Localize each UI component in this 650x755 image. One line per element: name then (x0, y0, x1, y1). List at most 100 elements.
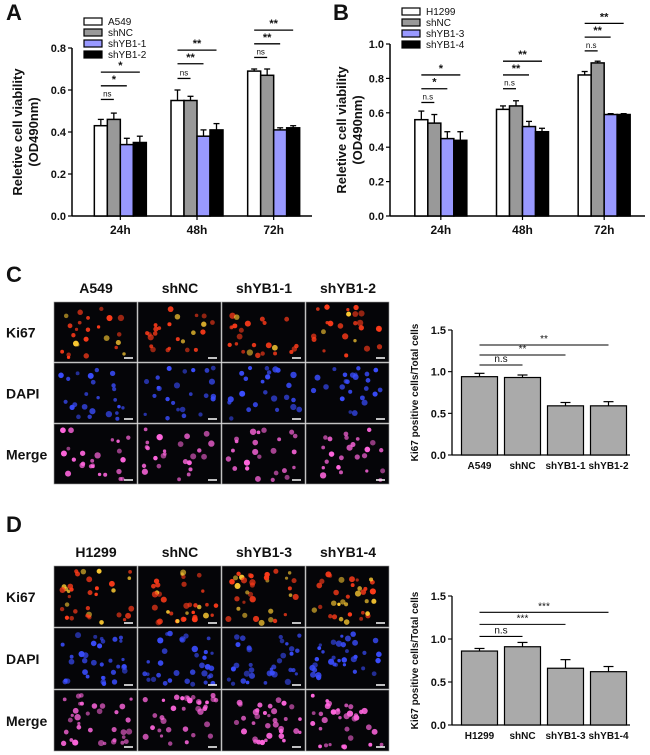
cell-nucleus (165, 727, 172, 733)
row-label: Merge (6, 713, 47, 729)
cell-nucleus (234, 596, 240, 602)
cell-nucleus (375, 657, 381, 664)
cell-nucleus (283, 612, 287, 617)
cell-nucleus (156, 672, 161, 678)
cell-nucleus (350, 631, 356, 637)
cell-nucleus (365, 724, 372, 731)
y-axis-label: (OD490nm) (26, 97, 41, 166)
cell-nucleus (345, 649, 349, 653)
cell-nucleus (361, 610, 365, 615)
legend-label: shYB1-1 (108, 39, 147, 50)
cell-nucleus (85, 327, 91, 332)
cell-nucleus (87, 414, 92, 420)
cell-nucleus (123, 739, 129, 745)
cell-nucleus (363, 586, 368, 591)
cell-nucleus (254, 713, 261, 720)
cell-nucleus (196, 572, 202, 578)
cell-nucleus (315, 672, 322, 679)
cell-nucleus (318, 726, 323, 731)
cell-nucleus (121, 664, 128, 671)
cell-nucleus (284, 316, 290, 322)
cell-nucleus (362, 650, 367, 655)
cell-nucleus (68, 427, 74, 434)
cell-nucleus (112, 738, 117, 743)
cell-nucleus (105, 410, 113, 418)
cell-nucleus (310, 387, 317, 394)
significance-label: ** (519, 344, 527, 355)
cell-nucleus (194, 313, 199, 318)
y-tick-label: 1.5 (431, 325, 446, 337)
cell-nucleus (66, 376, 71, 381)
column-header: shYB1-1 (236, 280, 292, 296)
cell-nucleus (86, 316, 90, 320)
legend-swatch (83, 50, 103, 59)
micrograph-tile (221, 565, 306, 628)
cell-nucleus (186, 460, 192, 466)
cell-nucleus (157, 728, 162, 733)
cell-nucleus (142, 733, 149, 740)
bar-shyb1-2 (209, 129, 224, 217)
cell-nucleus (251, 342, 257, 348)
cell-nucleus (128, 570, 132, 574)
x-tick-label: shYB1-4 (588, 731, 628, 742)
cell-nucleus (365, 611, 370, 616)
cell-nucleus (330, 600, 337, 606)
bar-a549 (170, 99, 185, 217)
bar-h1299 (460, 650, 499, 726)
cell-nucleus (292, 593, 299, 600)
cell-nucleus (268, 616, 274, 623)
cell-nucleus (117, 404, 121, 409)
bar-a549 (460, 376, 499, 456)
cell-nucleus (183, 695, 190, 702)
significance-label: n.s (494, 354, 507, 365)
cell-nucleus (210, 692, 216, 698)
panel-label-b: B (333, 0, 349, 25)
cell-nucleus (339, 396, 345, 402)
cell-nucleus (153, 326, 159, 332)
cell-nucleus (167, 322, 172, 327)
cell-nucleus (173, 382, 181, 389)
cell-nucleus (324, 459, 329, 464)
cell-nucleus (289, 429, 295, 435)
cell-nucleus (111, 383, 116, 388)
cell-nucleus (248, 573, 254, 579)
cell-nucleus (157, 637, 164, 644)
cell-nucleus (337, 323, 344, 329)
cell-nucleus (358, 310, 365, 317)
cell-nucleus (156, 385, 162, 392)
cell-nucleus (348, 704, 354, 710)
cell-nucleus (84, 392, 89, 396)
y-tick-label: 0.0 (369, 211, 384, 223)
cell-nucleus (99, 306, 104, 312)
cell-nucleus (153, 455, 158, 461)
cell-nucleus (193, 603, 198, 608)
cell-nucleus (346, 308, 350, 312)
cell-nucleus (173, 694, 180, 701)
cell-nucleus (346, 444, 353, 451)
cell-nucleus (71, 333, 76, 338)
cell-nucleus (184, 678, 190, 684)
cell-nucleus (202, 655, 207, 660)
cell-nucleus (72, 402, 78, 408)
cell-nucleus (270, 447, 277, 454)
cell-nucleus (240, 577, 248, 584)
cell-nucleus (248, 667, 255, 673)
cell-nucleus (343, 431, 349, 437)
cell-nucleus (353, 338, 357, 343)
cell-nucleus (66, 352, 71, 357)
cell-nucleus (94, 592, 98, 597)
cell-nucleus (60, 427, 66, 434)
cell-nucleus (317, 646, 322, 651)
significance-label: ** (518, 49, 527, 61)
cell-nucleus (236, 333, 243, 340)
cell-nucleus (265, 722, 271, 729)
cell-nucleus (201, 453, 207, 460)
cell-nucleus (71, 457, 76, 462)
cell-nucleus (85, 711, 90, 716)
cell-nucleus (195, 705, 202, 712)
cell-nucleus (142, 697, 148, 703)
cell-nucleus (370, 440, 376, 446)
cell-nucleus (371, 671, 377, 677)
cell-nucleus (103, 335, 110, 342)
bar-shnc (427, 122, 442, 217)
